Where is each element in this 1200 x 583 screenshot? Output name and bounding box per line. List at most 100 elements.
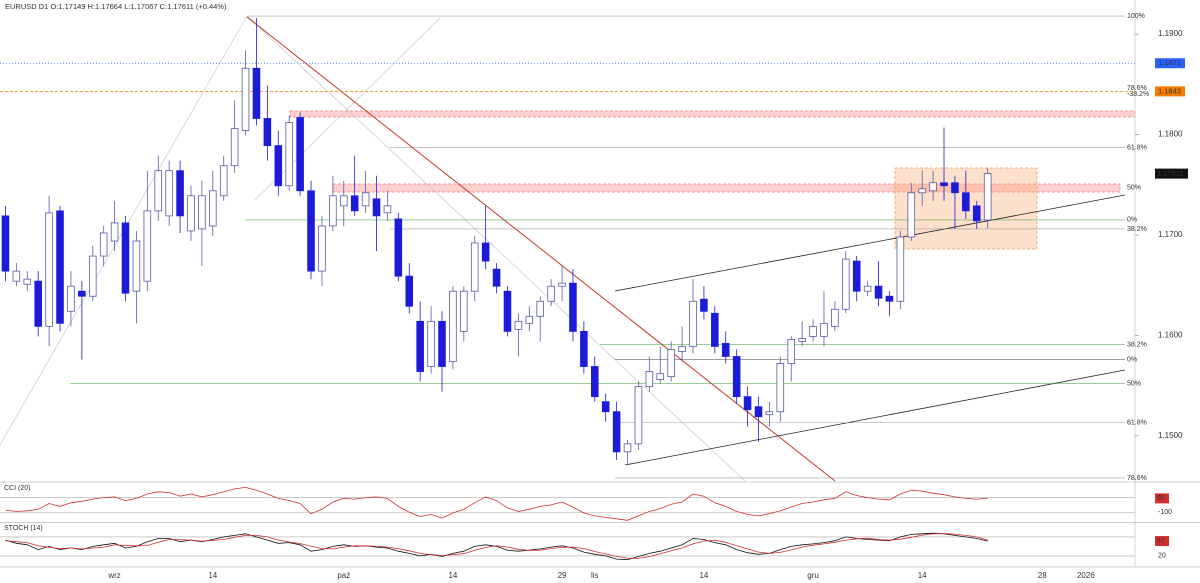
candle-body <box>241 67 250 131</box>
candle-body <box>558 282 566 287</box>
channel-line <box>624 369 1126 466</box>
fib-label: 38.2% <box>1127 341 1147 348</box>
x-tick-label: 29 <box>558 571 567 580</box>
candle-body <box>438 320 446 367</box>
candle-body <box>962 192 970 212</box>
candle-body <box>110 222 119 242</box>
candle-body <box>940 182 948 187</box>
candle-body <box>296 117 304 192</box>
candle-body <box>885 295 894 302</box>
candle-body <box>634 386 643 445</box>
candle-body <box>481 242 490 262</box>
candle-body <box>394 218 403 277</box>
indicator-line <box>5 532 988 561</box>
last-price-tag <box>1155 168 1188 179</box>
indicator-tick-label: -100 <box>1158 509 1172 516</box>
candle-body <box>307 190 315 272</box>
candle-body <box>154 170 163 212</box>
candle-body <box>547 285 555 302</box>
candle-body <box>263 118 272 146</box>
candle-body <box>765 411 774 416</box>
candle-body <box>591 366 599 398</box>
price-tag <box>1155 58 1185 69</box>
candle-body <box>918 188 926 194</box>
price-tag <box>1155 86 1185 97</box>
candle-body <box>972 205 981 222</box>
fib-label: 50% <box>1127 380 1141 387</box>
candle-body <box>23 278 32 285</box>
indicator-tag-label: 67 <box>1157 538 1165 545</box>
candle-body <box>820 322 828 337</box>
candle-body <box>689 300 697 347</box>
candle-body <box>503 290 512 332</box>
candle-body <box>645 371 654 388</box>
indicator-name: STOCH (14) <box>4 525 43 532</box>
candle-body <box>67 285 75 312</box>
candle-body <box>896 236 905 302</box>
candle-body <box>121 222 130 294</box>
candle-body <box>187 195 195 232</box>
candle-body <box>809 325 817 337</box>
candle-body <box>612 411 621 453</box>
indicator-name: CCI (20) <box>4 485 30 492</box>
candle-body <box>45 212 53 327</box>
candle-body <box>525 315 534 324</box>
candle-body <box>372 198 381 217</box>
candle-body <box>78 290 86 297</box>
candle-body <box>798 338 806 342</box>
x-tick-label: 2026 <box>1077 571 1095 580</box>
indicator-tag <box>1155 493 1169 504</box>
candle-body <box>700 298 708 312</box>
candle-body <box>569 282 577 332</box>
fib-label: 61.8% <box>1127 420 1147 427</box>
y-tick-label: 1.1500 <box>1158 431 1183 440</box>
y-tick-label: 1.1900 <box>1158 29 1183 38</box>
y-tick-label: 1.1600 <box>1158 330 1183 339</box>
fib-label: 78.6% <box>1127 85 1147 92</box>
candle-body <box>1 215 10 272</box>
candle-body <box>907 192 916 238</box>
candle-body <box>405 275 414 307</box>
candle-body <box>983 173 992 221</box>
fib-label: 100% <box>1127 13 1145 20</box>
candle-body <box>460 290 468 332</box>
chart-title: EURUSD D1 O:1.17149 H:1.17664 L:1.17067 … <box>5 2 227 11</box>
candle-body <box>874 285 883 299</box>
x-tick-label: lis <box>591 571 599 580</box>
x-tick-label: 14 <box>918 571 927 580</box>
candle-body <box>361 192 370 207</box>
candle-body <box>209 190 217 227</box>
candle-body <box>274 145 283 187</box>
x-tick-label: 14 <box>208 571 217 580</box>
candle-body <box>285 122 293 187</box>
trend-line <box>246 15 746 482</box>
candle-body <box>776 363 785 413</box>
candle-body <box>601 401 610 413</box>
resistance-zone <box>289 110 1136 118</box>
candle-body <box>252 67 261 119</box>
last-price-label: 1.17611 <box>1157 169 1184 178</box>
x-tick-label: wrz <box>107 571 120 580</box>
candle-body <box>132 240 141 292</box>
price-tag-label: 1.1871 <box>1158 58 1181 67</box>
candle-body <box>318 225 326 272</box>
fib-label: 61.8% <box>1127 144 1147 151</box>
candle-body <box>416 320 424 372</box>
candle-body <box>198 195 206 230</box>
candle-body <box>176 170 184 217</box>
y-tick-label: 1.1700 <box>1158 230 1183 239</box>
candle-body <box>165 170 173 217</box>
candle-body <box>514 320 523 330</box>
candle-body <box>623 443 632 453</box>
fib-label: 50% <box>1127 185 1141 192</box>
fib-label: -38.2% <box>1127 91 1149 98</box>
candle-body <box>88 255 97 297</box>
indicator-tag-label: 90 <box>1157 495 1165 502</box>
candle-body <box>383 205 392 214</box>
x-tick-label: 28 <box>1038 571 1047 580</box>
channel-line <box>614 194 1126 292</box>
candle-body <box>852 260 861 292</box>
candle-body <box>492 268 501 287</box>
